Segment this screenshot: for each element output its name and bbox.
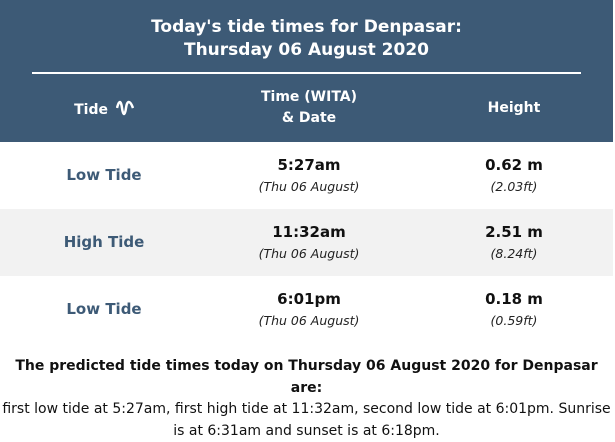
tide-height-ft: (2.03ft) — [490, 179, 538, 194]
column-header: Time (WITA) — [260, 89, 358, 105]
tide-time: 5:27am — [277, 156, 341, 174]
tide-time: 6:01pm — [277, 290, 341, 308]
table-row: Low Tide 6:01pm (Thu 06 August) 0.18 m (0.59… — [0, 276, 613, 343]
tide-date: (Thu 06 August) — [258, 313, 360, 328]
tide-time: 11:32am — [272, 223, 346, 241]
tide-type: Low Tide — [66, 300, 142, 318]
title: Thursday 06 August 2020 — [183, 40, 429, 60]
tide-type: High Tide — [63, 233, 145, 251]
divider — [32, 72, 581, 74]
tide-height: 2.51 m — [485, 223, 543, 241]
tide-height: 0.62 m — [485, 156, 543, 174]
tide-type: Low Tide — [66, 166, 142, 184]
column-header: Tide — [4, 100, 204, 118]
summary-lead: The predicted tide times today on Thursd… — [15, 358, 598, 396]
wave-icon — [115, 100, 135, 116]
tide-date: (Thu 06 August) — [258, 246, 360, 261]
tide-height: 0.18 m — [485, 290, 543, 308]
tide-height-ft: (8.24ft) — [490, 246, 538, 261]
summary: The predicted tide times today on Thursd… — [0, 356, 613, 442]
summary-text: first low tide at 5:27am, first high tid… — [2, 401, 611, 439]
tide-height-ft: (0.59ft) — [490, 313, 538, 328]
title: Today's tide times for Denpasar: — [151, 17, 462, 37]
column-label: Tide — [74, 102, 108, 118]
tide-date: (Thu 06 August) — [258, 179, 360, 194]
table-header: Today's tide times for Denpasar: Thursda… — [0, 0, 613, 142]
table-row: Low Tide 5:27am (Thu 06 August) 0.62 m (2.03… — [0, 142, 613, 209]
column-header: Height — [487, 100, 541, 116]
column-header: & Date — [281, 110, 337, 126]
table-row: High Tide 11:32am (Thu 06 August) 2.51 m (8.… — [0, 209, 613, 276]
